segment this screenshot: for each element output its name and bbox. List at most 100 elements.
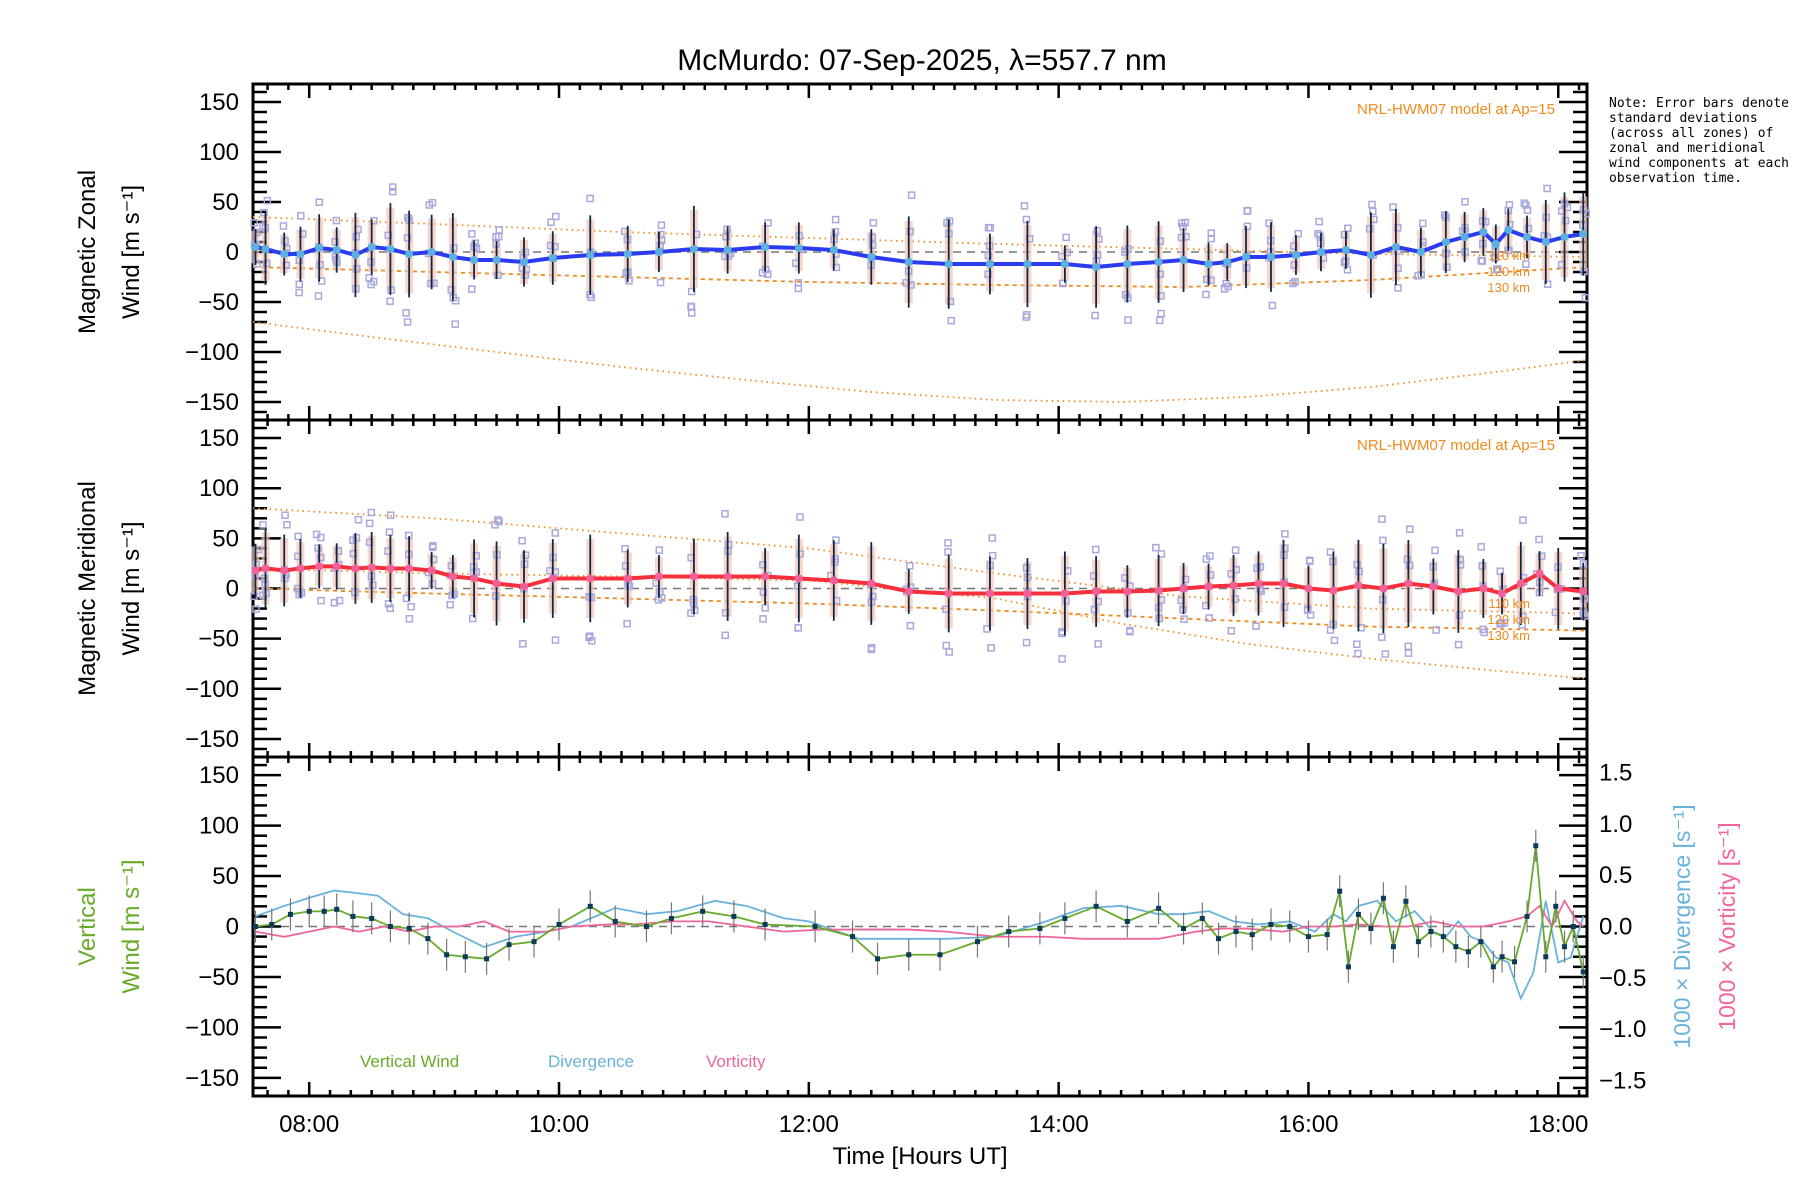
- zone-sample: [1519, 516, 1527, 524]
- zone-sample: [492, 232, 500, 241]
- zone-sample: [1561, 216, 1570, 225]
- zone-sample: [428, 543, 437, 551]
- data-point: [1491, 240, 1500, 248]
- model-line-model-110-km: [252, 216, 1588, 258]
- zone-sample: [450, 590, 458, 598]
- zone-sample: [1094, 640, 1102, 648]
- zone-sample: [283, 521, 291, 529]
- data-point: [251, 566, 260, 575]
- zone-sample: [1156, 270, 1165, 278]
- zone-sample: [314, 292, 323, 300]
- data-point: [367, 243, 376, 251]
- zone-sample: [722, 233, 730, 241]
- zone-sample: [1206, 571, 1215, 579]
- y-tick-label: −50: [198, 626, 239, 653]
- vertical-wind-point: [369, 915, 375, 921]
- data-point: [386, 245, 395, 253]
- zone-sample: [253, 259, 261, 268]
- data-point: [829, 246, 838, 254]
- vertical-wind-point: [287, 911, 293, 917]
- data-point: [689, 245, 698, 253]
- zone-sample: [1294, 229, 1302, 238]
- zone-sample: [521, 271, 530, 279]
- zone-sample: [367, 508, 376, 517]
- zone-sample: [1440, 211, 1449, 219]
- zone-sample: [1157, 550, 1166, 558]
- zone-sample: [551, 212, 560, 221]
- zone-sample: [1090, 605, 1099, 614]
- data-point: [520, 258, 529, 266]
- zone-sample: [1227, 627, 1236, 635]
- zone-sample: [1256, 563, 1265, 571]
- vertical-wind-point: [875, 956, 881, 962]
- zone-sample: [759, 615, 767, 623]
- data-point: [586, 251, 595, 259]
- data-point: [985, 589, 994, 598]
- vertical-wind-point: [484, 956, 490, 962]
- vorticity-axis-title: 1000 × Vorticity [s⁻¹]: [1714, 822, 1740, 1030]
- data-point: [944, 260, 953, 268]
- zone-sample: [1403, 555, 1412, 564]
- data-point: [1060, 260, 1069, 268]
- data-point: [1516, 579, 1525, 588]
- zone-sample: [1500, 619, 1509, 627]
- zone-sample: [1058, 279, 1067, 288]
- zone-sample: [1023, 311, 1031, 319]
- zone-sample: [315, 198, 324, 206]
- zone-sample: [1156, 237, 1165, 245]
- zone-sample: [1543, 280, 1552, 288]
- data-point: [761, 243, 770, 251]
- y-tick-label: −100: [185, 676, 239, 703]
- zone-sample: [407, 602, 415, 611]
- data-point: [492, 579, 501, 588]
- zone-sample: [1124, 316, 1132, 324]
- zone-sample: [330, 598, 339, 607]
- zone-sample: [906, 621, 915, 630]
- zone-sample: [547, 218, 555, 226]
- data-point: [1354, 581, 1363, 590]
- zone-sample: [349, 549, 358, 558]
- zone-sample: [253, 228, 261, 237]
- data-point: [829, 576, 838, 585]
- vertical-wind-point: [1524, 913, 1530, 919]
- zone-sample: [1477, 256, 1486, 265]
- zone-sample: [295, 288, 303, 297]
- zone-sample: [793, 582, 802, 590]
- zone-sample: [521, 248, 530, 257]
- zone-sample: [1093, 227, 1102, 235]
- vertical-wind-point: [1490, 964, 1496, 970]
- zone-sample: [332, 216, 341, 225]
- zone-sample: [1205, 614, 1213, 622]
- data-point: [386, 564, 395, 573]
- data-point: [405, 564, 414, 573]
- zone-sample: [831, 555, 839, 563]
- y-axis-title-line1: Vertical: [74, 887, 101, 966]
- error-bar-note: Note: Error bars denote standard deviati…: [1609, 96, 1790, 186]
- x-tick-label: 08:00: [279, 1111, 339, 1138]
- zone-sample: [352, 265, 361, 273]
- x-tick-label: 12:00: [779, 1111, 839, 1138]
- data-point: [1204, 582, 1213, 591]
- y2-tick-label: 0.0: [1599, 914, 1632, 941]
- zone-sample: [494, 271, 502, 280]
- model-line-model-120-km: [252, 587, 1588, 632]
- model-label: NRL-HWM07 model at Ap=15: [1357, 101, 1555, 118]
- zone-sample: [988, 551, 997, 560]
- y-axis-title-line1: Magnetic Zonal: [74, 170, 101, 334]
- data-point: [623, 574, 632, 583]
- zone-sample: [402, 309, 410, 317]
- data-point: [904, 587, 913, 596]
- y-axis-title-line1: Magnetic Meridional: [74, 481, 101, 696]
- data-point: [1560, 233, 1569, 241]
- zone-sample: [1522, 260, 1530, 268]
- zone-sample: [468, 230, 476, 238]
- vertical-wind-point: [1465, 949, 1471, 955]
- vertical-wind-point: [444, 952, 450, 958]
- data-point: [623, 250, 632, 258]
- data-point: [351, 251, 360, 259]
- zone-sample: [428, 580, 437, 588]
- zone-sample: [1524, 224, 1533, 233]
- model-altitude-label: 110 km: [1488, 248, 1530, 263]
- zone-sample: [1535, 535, 1543, 544]
- zone-sample: [761, 604, 769, 612]
